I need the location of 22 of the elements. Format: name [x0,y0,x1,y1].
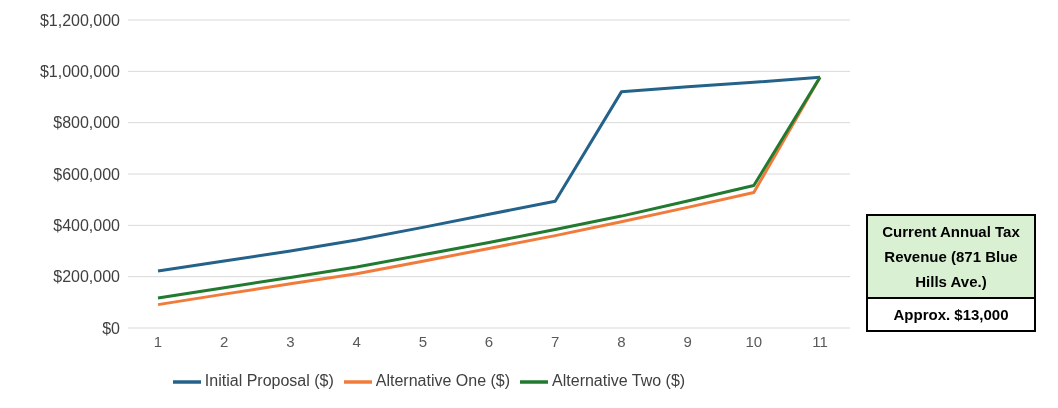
y-tick-label: $1,000,000 [39,63,121,81]
x-tick-label: 1 [153,332,163,350]
legend-label: Alternative One ($) [375,372,511,390]
x-tick-label: 11 [812,332,828,350]
x-tick-label: 4 [352,332,361,350]
info-box: Current Annual Tax Revenue (871 Blue Hills Ave.) Approx. $13,000 [866,214,1036,332]
x-tick-label: 2 [220,332,229,350]
y-tick-label: $800,000 [53,114,121,132]
y-tick-label: $400,000 [53,217,121,235]
legend-label: Initial Proposal ($) [204,372,334,390]
y-tick-label: $1,200,000 [39,11,121,29]
y-tick-label: $200,000 [53,268,121,286]
x-tick-label: 5 [418,332,427,350]
y-tick-label: $0 [102,319,121,337]
y-tick-label: $600,000 [53,165,121,183]
x-tick-label: 9 [683,332,692,350]
x-tick-label: 10 [745,332,763,350]
x-tick-label: 6 [484,332,494,350]
x-tick-label: 7 [551,332,560,350]
x-tick-label: 3 [286,332,295,350]
x-tick-label: 8 [617,332,626,350]
legend-label: Alternative Two ($) [552,372,686,390]
